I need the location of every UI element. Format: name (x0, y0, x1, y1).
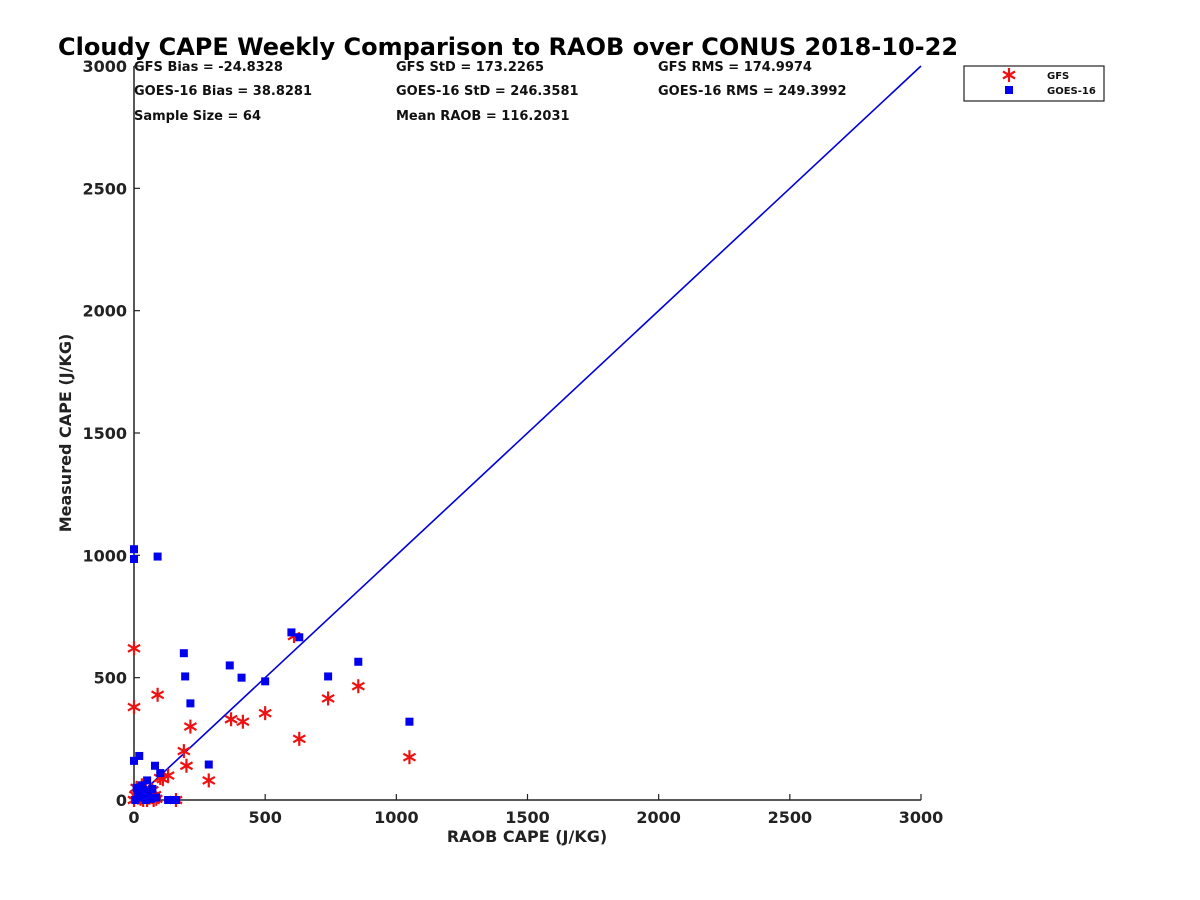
stat-goes-std: GOES-16 StD = 246.3581 (396, 84, 579, 99)
goes16-point (156, 769, 165, 778)
goes16-point (135, 751, 144, 760)
y-tick-label: 3000 (82, 57, 127, 76)
gfs-point (179, 758, 194, 773)
legend-goes16-marker (1005, 86, 1013, 94)
goes16-point (130, 545, 138, 554)
goes16-point (171, 796, 180, 804)
gfs-point (351, 679, 365, 694)
y-tick-label: 2500 (82, 179, 127, 198)
x-tick-label: 2000 (636, 808, 681, 827)
x-tick-label: 1000 (374, 808, 419, 827)
goes16-point (405, 717, 414, 726)
legend-goes16-label: GOES-16 (1047, 86, 1096, 97)
goes16-point (179, 649, 188, 658)
gfs-point (202, 773, 216, 788)
goes16-point (139, 786, 148, 795)
goes16-point (225, 661, 234, 670)
goes16-point (164, 796, 173, 804)
gfs-point (292, 731, 306, 746)
x-tick-label: 2500 (768, 808, 813, 827)
goes16-point (261, 677, 270, 686)
goes16-point (130, 756, 138, 765)
goes16-point (137, 781, 146, 790)
goes16-point (153, 552, 162, 561)
goes16-point (354, 657, 363, 666)
goes16-point (148, 784, 157, 793)
one-to-one-reference-line (133, 65, 922, 801)
goes16-point (324, 672, 333, 681)
y-tick-label: 1500 (82, 424, 127, 443)
gfs-point (236, 714, 250, 729)
y-tick-label: 500 (94, 669, 127, 688)
goes16-point (147, 794, 156, 803)
x-axis-label: RAOB CAPE (J/KG) (447, 827, 607, 846)
x-tick-label: 500 (248, 808, 281, 827)
y-tick-group: 0 500 1000 1500 2000 2500 3000 (82, 57, 140, 810)
gfs-point (402, 750, 417, 765)
stat-gfs-std: GFS StD = 173.2265 (396, 60, 544, 75)
goes16-point (152, 793, 161, 802)
x-tick-label: 1500 (505, 808, 550, 827)
gfs-point (150, 687, 165, 702)
gfs-point (127, 700, 141, 715)
goes16-point (237, 673, 246, 682)
stat-goes-bias: GOES-16 Bias = 38.8281 (134, 84, 312, 99)
gfs-point (258, 706, 272, 721)
legend: GFS GOES-16 (963, 65, 1105, 102)
gfs-point (224, 712, 238, 727)
gfs-point (321, 691, 335, 706)
goes16-point (130, 555, 138, 564)
chart-title: Cloudy CAPE Weekly Comparison to RAOB ov… (58, 33, 958, 61)
x-tick-label: 0 (128, 808, 139, 827)
goes16-series (130, 545, 414, 804)
stat-gfs-bias: GFS Bias = -24.8328 (134, 60, 283, 75)
goes16-point (295, 633, 304, 642)
legend-gfs-label: GFS (1047, 71, 1069, 82)
goes16-point (133, 788, 142, 797)
goes16-point (204, 760, 213, 769)
goes16-point (143, 776, 152, 785)
y-tick-label: 0 (116, 791, 127, 810)
goes16-point (186, 699, 195, 708)
gfs-series (127, 629, 417, 807)
goes16-point (132, 783, 141, 792)
legend-box (963, 65, 1105, 102)
legend-gfs-asterisk (1002, 68, 1016, 82)
goes16-point (141, 796, 150, 804)
stat-gfs-rms: GFS RMS = 174.9974 (658, 60, 812, 75)
goes16-point (181, 672, 190, 681)
stat-goes-rms: GOES-16 RMS = 249.3992 (658, 84, 847, 99)
y-axis-label: Measured CAPE (J/KG) (56, 334, 75, 533)
x-tick-label: 3000 (899, 808, 944, 827)
goes16-point (150, 761, 159, 770)
stat-sample-size: Sample Size = 64 (134, 109, 261, 124)
goes16-point (131, 796, 140, 804)
gfs-point (183, 719, 198, 734)
x-tick-group: 0 500 1000 1500 2000 2500 3000 (128, 794, 943, 827)
goes16-point (287, 628, 296, 637)
y-tick-label: 1000 (82, 546, 127, 565)
gfs-point (127, 641, 141, 656)
y-tick-label: 2000 (82, 302, 127, 321)
stat-mean-raob: Mean RAOB = 116.2031 (396, 109, 570, 124)
legend-gfs-marker (1002, 68, 1016, 82)
gfs-point (177, 744, 191, 759)
